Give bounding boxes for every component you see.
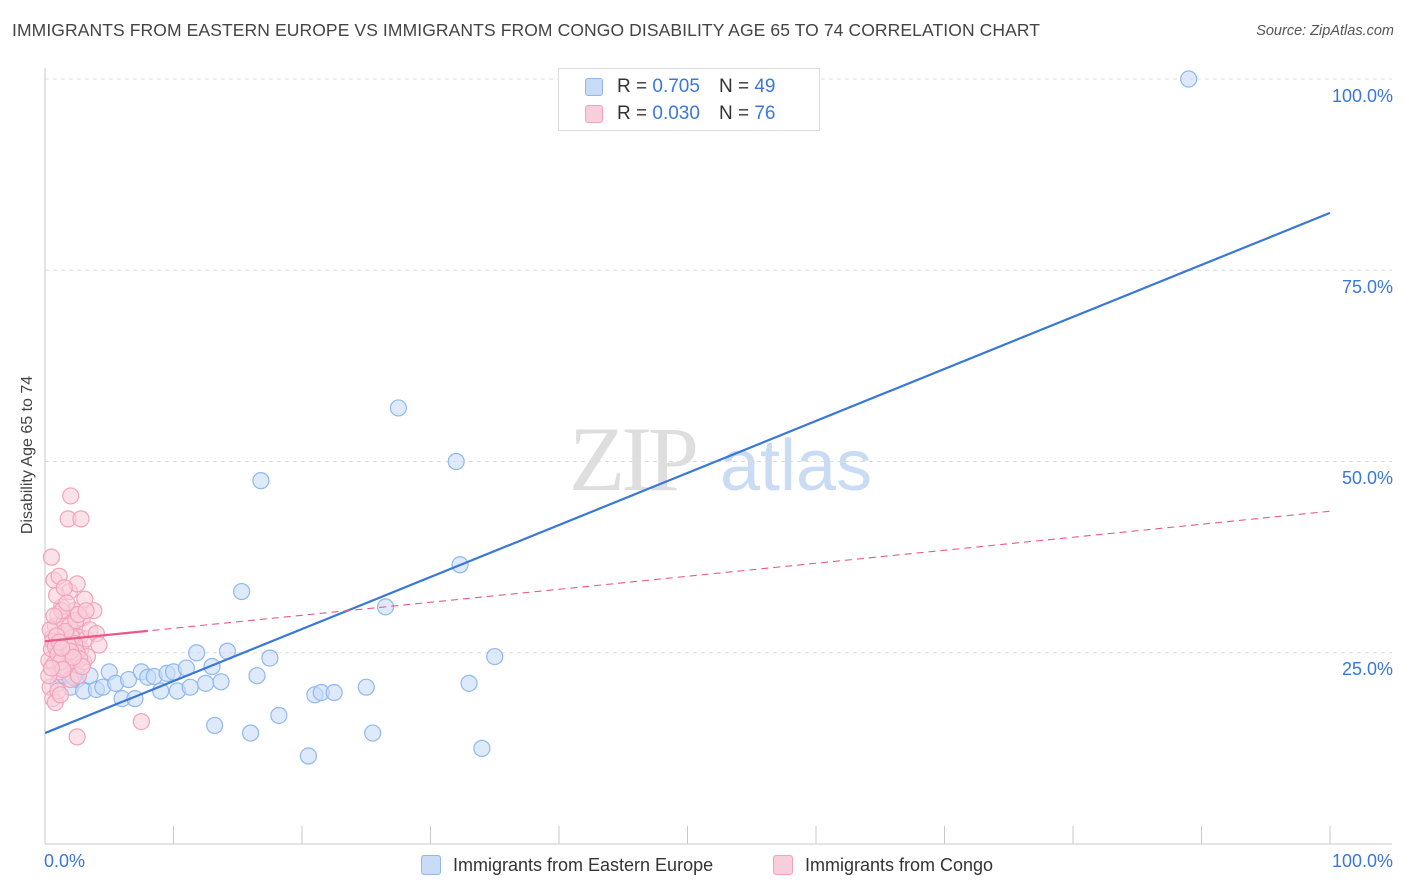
y-tick-label-25: 25.0% bbox=[1341, 659, 1393, 679]
eastern-europe-point bbox=[197, 674, 215, 692]
congo-point bbox=[90, 636, 108, 654]
n-value: 76 bbox=[754, 103, 776, 124]
eastern-europe-point bbox=[473, 739, 491, 757]
eastern-europe-point bbox=[389, 399, 407, 417]
eastern-europe-point bbox=[242, 724, 260, 742]
series-eastern-europe-points bbox=[49, 70, 1198, 765]
n-label: N = bbox=[718, 103, 750, 124]
r-label: R = bbox=[617, 76, 648, 97]
eastern-europe-point bbox=[364, 724, 382, 742]
eastern-europe-point bbox=[233, 582, 251, 601]
eastern-europe-point bbox=[1180, 70, 1198, 88]
eastern-europe-point bbox=[357, 678, 375, 696]
eastern-europe-point bbox=[188, 644, 206, 662]
congo-point bbox=[68, 728, 86, 746]
x-tick-label-max: 100.0% bbox=[1331, 851, 1393, 871]
trend-line-eastern-europe bbox=[44, 211, 1331, 735]
eastern-europe-point bbox=[119, 670, 138, 689]
legend-swatch-blue bbox=[421, 855, 441, 875]
congo-point bbox=[72, 510, 90, 528]
stats-legend-row-congo: R = 0.030 N = 76 bbox=[585, 103, 775, 125]
eastern-europe-point bbox=[252, 472, 270, 490]
watermark-atlas: atlas bbox=[720, 426, 872, 506]
legend-swatch-pink bbox=[585, 105, 603, 123]
eastern-europe-point bbox=[447, 452, 465, 471]
y-tick-label-50: 50.0% bbox=[1341, 468, 1393, 488]
legend-item-eastern-europe: Immigrants from Eastern Europe bbox=[421, 853, 713, 877]
congo-point bbox=[55, 579, 73, 597]
axes bbox=[44, 68, 1392, 845]
r-value: 0.030 bbox=[652, 103, 700, 124]
y-tick-label-75: 75.0% bbox=[1341, 277, 1393, 297]
congo-point bbox=[62, 487, 80, 505]
trend-line-congo-solid bbox=[44, 629, 148, 643]
congo-point bbox=[45, 607, 63, 625]
eastern-europe-point bbox=[460, 674, 478, 692]
eastern-europe-point bbox=[299, 747, 318, 765]
legend-label: Immigrants from Congo bbox=[805, 854, 994, 875]
eastern-europe-point bbox=[270, 706, 288, 725]
n-label: N = bbox=[718, 76, 750, 97]
stats-legend: R = 0.705 N = 49 R = 0.030 N = 76 bbox=[558, 68, 820, 131]
grid-lines bbox=[45, 78, 1392, 654]
chart-title: IMMIGRANTS FROM EASTERN EUROPE VS IMMIGR… bbox=[12, 20, 1041, 40]
trend-lines bbox=[44, 211, 1331, 735]
y-tick-label-100: 100.0% bbox=[1331, 86, 1393, 106]
congo-point bbox=[51, 686, 70, 704]
legend-item-congo: Immigrants from Congo bbox=[773, 853, 993, 877]
congo-point bbox=[77, 602, 95, 620]
legend-swatch-pink bbox=[773, 855, 793, 875]
congo-point bbox=[132, 712, 150, 731]
stats-legend-row-eastern-europe: R = 0.705 N = 49 bbox=[585, 76, 775, 98]
source-label: Source: ZipAtlas.com bbox=[1256, 23, 1394, 39]
eastern-europe-point bbox=[248, 667, 266, 685]
r-value: 0.705 bbox=[652, 76, 700, 97]
congo-point bbox=[42, 548, 61, 566]
congo-point bbox=[53, 639, 71, 657]
eastern-europe-point bbox=[206, 716, 224, 735]
congo-point bbox=[64, 648, 82, 666]
eastern-europe-point bbox=[486, 647, 504, 666]
x-tick-label-min: 0.0% bbox=[44, 851, 86, 871]
watermark: ZIP atlas bbox=[569, 408, 872, 510]
eastern-europe-point bbox=[261, 649, 279, 667]
watermark-zip: ZIP bbox=[569, 408, 696, 510]
congo-point bbox=[42, 659, 61, 677]
n-value: 49 bbox=[754, 76, 776, 97]
eastern-europe-point bbox=[181, 678, 199, 696]
r-label: R = bbox=[617, 103, 648, 124]
legend-swatch-blue bbox=[585, 78, 603, 96]
eastern-europe-point bbox=[325, 683, 343, 702]
eastern-europe-point bbox=[212, 673, 230, 691]
congo-point bbox=[58, 594, 76, 612]
legend-label: Immigrants from Eastern Europe bbox=[453, 854, 714, 875]
trend-line-congo-dashed bbox=[44, 510, 1331, 642]
